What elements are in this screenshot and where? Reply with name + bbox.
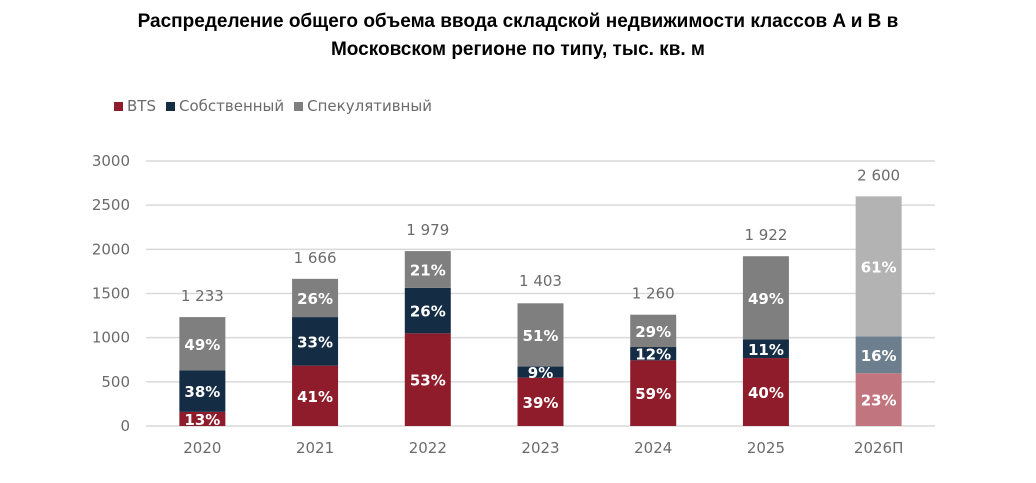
data-label-total: 1 403 bbox=[519, 272, 562, 290]
y-tick-label: 3000 bbox=[92, 152, 130, 170]
data-label-percent: 49% bbox=[748, 290, 784, 308]
data-label-total: 2 600 bbox=[857, 166, 900, 184]
legend-label-own: Собственный bbox=[178, 97, 285, 115]
data-label-total: 1 260 bbox=[632, 285, 675, 303]
y-axis-ticks: 0 500 1000 1500 2000 2500 3000 bbox=[92, 152, 130, 435]
bar-segment-own bbox=[517, 366, 564, 378]
legend-swatch-own bbox=[165, 101, 175, 111]
bar-segment-spec bbox=[630, 314, 677, 348]
data-label-percent: 26% bbox=[410, 303, 446, 321]
legend-label-bts: BTS bbox=[127, 97, 156, 115]
y-tick-label: 1000 bbox=[92, 329, 130, 347]
data-label-percent: 51% bbox=[523, 327, 559, 345]
bar-segment-spec bbox=[742, 256, 789, 340]
data-label-total: 1 666 bbox=[294, 249, 337, 267]
bar-segment-spec bbox=[292, 278, 339, 318]
x-tick-label: 2023 bbox=[521, 439, 559, 457]
bar-segment-bts bbox=[855, 373, 902, 426]
x-tick-label: 2024 bbox=[634, 439, 672, 457]
data-label-percent: 12% bbox=[635, 346, 671, 364]
x-tick-label: 2025 bbox=[747, 439, 785, 457]
x-tick-label: 2020 bbox=[183, 439, 221, 457]
data-label-percent: 61% bbox=[861, 258, 897, 276]
legend-item-spec: Спекулятивный bbox=[294, 97, 432, 115]
data-label-percent: 49% bbox=[184, 336, 220, 354]
data-label-percent: 59% bbox=[635, 385, 671, 403]
bars: 13% 38% 49% 1 233 41% 33% 26% 1 666 53% 26% 21% 1 9… bbox=[179, 166, 902, 429]
data-label-percent: 11% bbox=[748, 341, 784, 359]
legend: BTS Собственный Спекулятивный bbox=[114, 97, 442, 115]
bar-segment-bts bbox=[742, 358, 789, 426]
x-tick-label: 2021 bbox=[296, 439, 334, 457]
data-label-percent: 41% bbox=[297, 388, 333, 406]
chart-title: Распределение общего объема ввода складс… bbox=[0, 8, 1036, 64]
bar-segment-bts bbox=[404, 333, 451, 426]
bar-segment-own bbox=[292, 317, 339, 366]
bar-segment-bts bbox=[179, 411, 226, 426]
bar-segment-own bbox=[630, 347, 677, 361]
legend-item-own: Собственный bbox=[165, 97, 285, 115]
data-label-percent: 38% bbox=[184, 383, 220, 401]
data-label-percent: 53% bbox=[410, 372, 446, 390]
y-tick-label: 0 bbox=[120, 417, 130, 435]
data-label-percent: 16% bbox=[861, 347, 897, 365]
data-label-percent: 29% bbox=[635, 323, 671, 341]
data-label-total: 1 233 bbox=[181, 287, 224, 305]
data-label-percent: 9% bbox=[528, 364, 553, 382]
bar-segment-own bbox=[179, 370, 226, 412]
data-label-total: 1 979 bbox=[406, 221, 449, 239]
y-tick-label: 2500 bbox=[92, 196, 130, 214]
data-label-percent: 21% bbox=[410, 261, 446, 279]
chart-title-line-2: Московском регионе по типу, тыс. кв. м bbox=[330, 39, 705, 60]
data-label-percent: 33% bbox=[297, 333, 333, 351]
x-axis-ticks: 2020 2021 2022 2023 2024 2025 2026П bbox=[183, 439, 903, 457]
x-tick-label: 2022 bbox=[409, 439, 447, 457]
legend-swatch-bts bbox=[114, 101, 123, 111]
bar-segment-spec bbox=[179, 317, 226, 371]
chart-title-line-1: Распределение общего объема ввода складс… bbox=[137, 11, 899, 32]
bar-segment-spec bbox=[517, 303, 564, 367]
legend-item-bts: BTS bbox=[114, 97, 156, 115]
y-tick-label: 2000 bbox=[92, 240, 130, 258]
y-tick-label: 500 bbox=[101, 373, 130, 391]
y-tick-label: 1500 bbox=[92, 285, 130, 303]
bar-segment-bts bbox=[292, 365, 339, 426]
bar-segment-spec bbox=[855, 196, 902, 337]
data-label-percent: 39% bbox=[523, 394, 559, 412]
bar-segment-own bbox=[742, 339, 789, 359]
legend-label-spec: Спекулятивный bbox=[307, 97, 432, 115]
bar-segment-own bbox=[404, 287, 451, 334]
bar-segment-own bbox=[855, 336, 902, 374]
legend-swatch-spec bbox=[294, 101, 304, 111]
data-label-percent: 40% bbox=[748, 384, 784, 402]
data-label-percent: 23% bbox=[861, 392, 897, 410]
data-label-total: 1 922 bbox=[744, 226, 787, 244]
bar-segment-bts bbox=[517, 377, 564, 426]
x-tick-label: 2026П bbox=[854, 439, 903, 457]
data-label-percent: 13% bbox=[184, 411, 220, 429]
bar-segment-spec bbox=[404, 251, 451, 288]
data-label-percent: 26% bbox=[297, 290, 333, 308]
bar-segment-bts bbox=[630, 360, 677, 426]
